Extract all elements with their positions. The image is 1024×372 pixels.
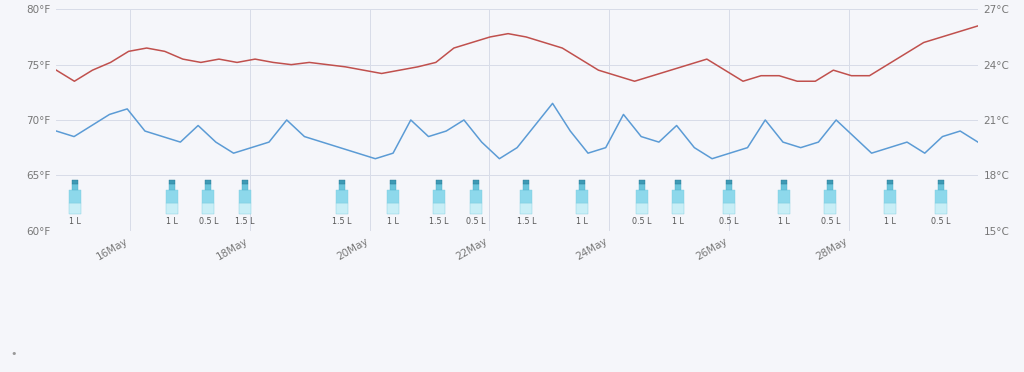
- Bar: [726, 184, 732, 190]
- Bar: [676, 180, 681, 184]
- Bar: [676, 184, 681, 190]
- Bar: [938, 184, 944, 190]
- Bar: [575, 190, 588, 203]
- Bar: [824, 190, 837, 203]
- Bar: [433, 203, 444, 214]
- Bar: [723, 190, 735, 203]
- Text: 0.5 L: 0.5 L: [820, 217, 841, 226]
- Bar: [827, 180, 834, 184]
- Bar: [470, 190, 481, 203]
- Bar: [523, 184, 529, 190]
- Text: 1 L: 1 L: [69, 217, 81, 226]
- Bar: [390, 184, 395, 190]
- Bar: [336, 190, 348, 203]
- Bar: [387, 203, 398, 214]
- Bar: [636, 190, 647, 203]
- Bar: [240, 203, 251, 214]
- Bar: [778, 203, 791, 214]
- Bar: [433, 190, 444, 203]
- Bar: [436, 180, 441, 184]
- Bar: [470, 203, 481, 214]
- Bar: [169, 184, 174, 190]
- Bar: [169, 180, 174, 184]
- Bar: [243, 184, 248, 190]
- Text: 1.5 L: 1.5 L: [516, 217, 537, 226]
- Bar: [575, 203, 588, 214]
- Bar: [339, 184, 345, 190]
- Bar: [69, 190, 81, 203]
- Bar: [243, 180, 248, 184]
- Bar: [69, 203, 81, 214]
- Bar: [824, 203, 837, 214]
- Bar: [639, 180, 644, 184]
- Bar: [387, 190, 398, 203]
- Bar: [726, 180, 732, 184]
- Text: 1 L: 1 L: [885, 217, 896, 226]
- Text: 1.5 L: 1.5 L: [236, 217, 255, 226]
- Text: 1 L: 1 L: [778, 217, 791, 226]
- Bar: [206, 184, 211, 190]
- Bar: [935, 203, 947, 214]
- Text: 1.5 L: 1.5 L: [332, 217, 352, 226]
- Text: 1 L: 1 L: [673, 217, 684, 226]
- Bar: [336, 203, 348, 214]
- Bar: [673, 203, 684, 214]
- Text: 1 L: 1 L: [387, 217, 398, 226]
- Bar: [579, 184, 585, 190]
- Bar: [520, 203, 532, 214]
- Text: 0.5 L: 0.5 L: [632, 217, 651, 226]
- Bar: [935, 190, 947, 203]
- Bar: [520, 190, 532, 203]
- Bar: [523, 180, 529, 184]
- Bar: [240, 190, 251, 203]
- Text: 1.5 L: 1.5 L: [429, 217, 449, 226]
- Bar: [72, 180, 78, 184]
- Bar: [636, 203, 647, 214]
- Text: 0.5 L: 0.5 L: [466, 217, 485, 226]
- Bar: [723, 203, 735, 214]
- Bar: [473, 180, 478, 184]
- Bar: [888, 180, 893, 184]
- Bar: [166, 203, 177, 214]
- Bar: [436, 184, 441, 190]
- Bar: [781, 180, 787, 184]
- Bar: [781, 184, 787, 190]
- Bar: [166, 190, 177, 203]
- Bar: [827, 184, 834, 190]
- Bar: [203, 203, 214, 214]
- Bar: [938, 180, 944, 184]
- Bar: [390, 180, 395, 184]
- Bar: [473, 184, 478, 190]
- Text: •: •: [10, 349, 16, 359]
- Text: 1 L: 1 L: [575, 217, 588, 226]
- Text: 0.5 L: 0.5 L: [931, 217, 951, 226]
- Bar: [339, 180, 345, 184]
- Text: 1 L: 1 L: [166, 217, 177, 226]
- Bar: [203, 190, 214, 203]
- Text: 0.5 L: 0.5 L: [719, 217, 739, 226]
- Bar: [778, 190, 791, 203]
- Bar: [206, 180, 211, 184]
- Bar: [639, 184, 644, 190]
- Bar: [888, 184, 893, 190]
- Bar: [72, 184, 78, 190]
- Bar: [885, 203, 896, 214]
- Bar: [673, 190, 684, 203]
- Bar: [579, 180, 585, 184]
- Text: 0.5 L: 0.5 L: [199, 217, 218, 226]
- Bar: [885, 190, 896, 203]
